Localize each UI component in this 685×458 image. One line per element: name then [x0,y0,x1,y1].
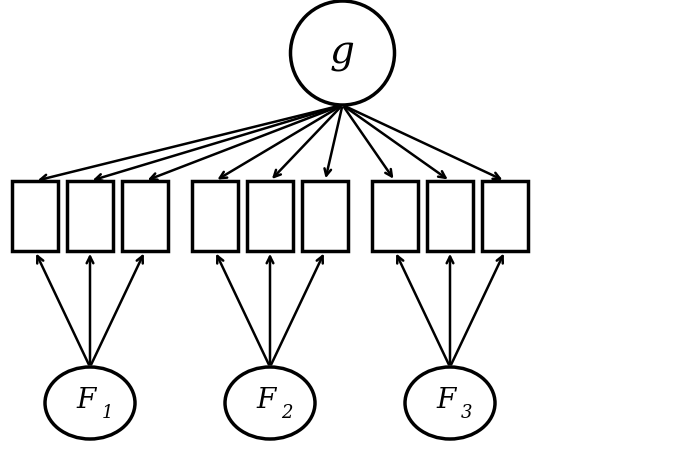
Ellipse shape [405,367,495,439]
Bar [67,181,113,251]
Bar [482,181,528,251]
Ellipse shape [225,367,315,439]
Text: F: F [76,387,96,414]
Ellipse shape [45,367,135,439]
Bar [192,181,238,251]
Bar [247,181,293,251]
Text: F: F [436,387,456,414]
Bar [12,181,58,251]
Text: 1: 1 [101,404,113,422]
Ellipse shape [290,1,395,105]
Text: 2: 2 [282,404,292,422]
Bar [122,181,168,251]
Bar [372,181,418,251]
Text: 3: 3 [461,404,473,422]
Bar [427,181,473,251]
Text: F: F [256,387,275,414]
Text: g: g [330,34,355,71]
Bar [302,181,348,251]
